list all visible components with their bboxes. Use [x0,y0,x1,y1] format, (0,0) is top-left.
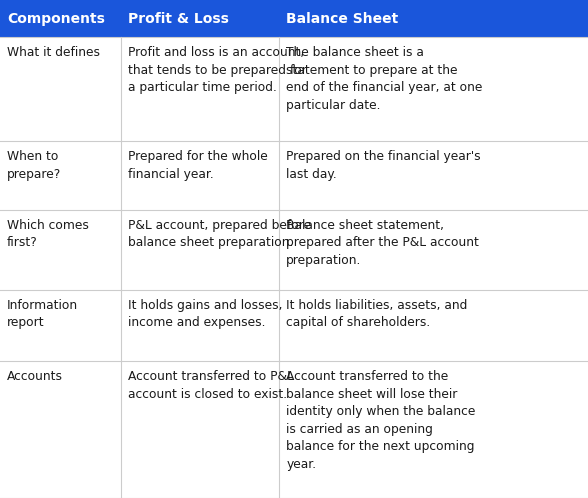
Text: P&L account, prepared before
balance sheet preparation.: P&L account, prepared before balance she… [128,219,310,249]
Text: Balance Sheet: Balance Sheet [286,11,399,26]
Text: Profit and loss is an account,
that tends to be prepared for
a particular time p: Profit and loss is an account, that tend… [128,46,306,94]
Bar [0,0,588,37]
Text: Account transferred to the
balance sheet will lose their
identity only when the : Account transferred to the balance sheet… [286,370,476,471]
Text: It holds gains and losses,
income and expenses.: It holds gains and losses, income and ex… [128,299,282,330]
Text: Profit & Loss: Profit & Loss [128,11,229,26]
Text: Accounts: Accounts [7,370,63,383]
Text: Account transferred to P&L
account is closed to exist.: Account transferred to P&L account is cl… [128,370,293,401]
Text: The balance sheet is a
statement to prepare at the
end of the financial year, at: The balance sheet is a statement to prep… [286,46,483,112]
Text: Balance sheet statement,
prepared after the P&L account
preparation.: Balance sheet statement, prepared after … [286,219,479,267]
Text: Prepared for the whole
financial year.: Prepared for the whole financial year. [128,150,268,181]
Text: Prepared on the financial year's
last day.: Prepared on the financial year's last da… [286,150,481,181]
Text: What it defines: What it defines [7,46,100,59]
Text: It holds liabilities, assets, and
capital of shareholders.: It holds liabilities, assets, and capita… [286,299,467,330]
Text: Information
report: Information report [7,299,78,330]
Text: When to
prepare?: When to prepare? [7,150,61,181]
Text: Which comes
first?: Which comes first? [7,219,89,249]
Text: Components: Components [7,11,105,26]
